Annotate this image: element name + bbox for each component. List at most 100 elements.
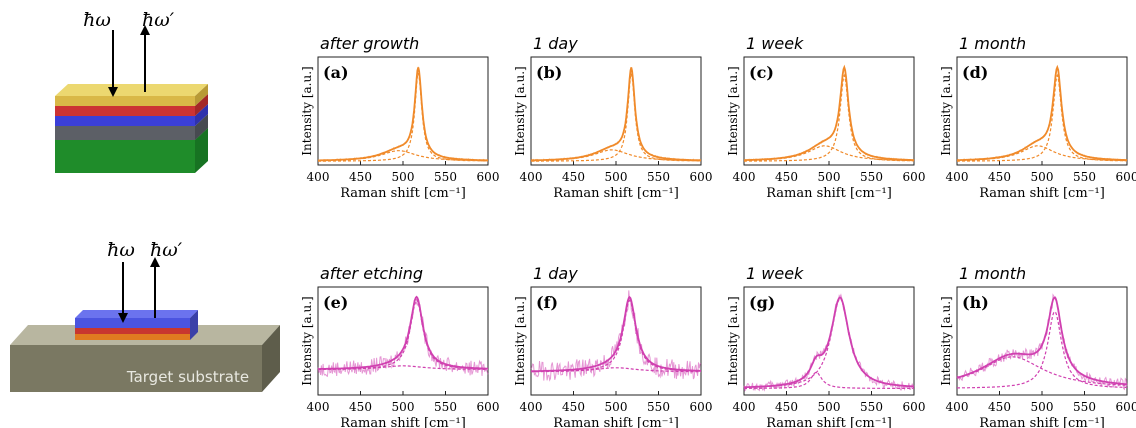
x-tick-label: 500 — [605, 400, 628, 414]
layer-gold-top — [55, 84, 208, 96]
total-fit-line — [531, 295, 701, 373]
panel-subtitle: 1 day — [533, 264, 578, 283]
y-axis-label: Intensity [a.u.] — [939, 66, 953, 155]
x-tick-label: 450 — [562, 170, 585, 184]
x-axis-label: Raman shift [cm⁻¹] — [766, 186, 892, 201]
x-tick-label: 500 — [818, 400, 841, 414]
x-tick-label: 400 — [307, 170, 330, 184]
photon-in-label: ħω — [83, 9, 111, 31]
x-axis-label: Raman shift [cm⁻¹] — [553, 416, 679, 428]
y-axis-label: Intensity [a.u.] — [513, 296, 527, 385]
substrate-side — [262, 325, 280, 392]
x-tick-label: 550 — [1073, 400, 1096, 414]
x-tick-label: 600 — [690, 400, 713, 414]
x-tick-label: 600 — [477, 400, 500, 414]
component-fit-line — [318, 72, 488, 162]
layer-bottom-front — [55, 140, 195, 173]
chart-panel: after growth (a) Intensity [a.u.] 400 450 500… — [300, 34, 499, 201]
x-tick-label: 500 — [392, 400, 415, 414]
x-tick-label: 400 — [733, 400, 756, 414]
panel-subtitle: 1 week — [746, 264, 804, 283]
x-tick-label: 400 — [733, 170, 756, 184]
component-fit-line — [744, 73, 914, 162]
x-tick-label: 550 — [647, 400, 670, 414]
x-tick-label: 550 — [1073, 170, 1096, 184]
chart-panel: 1 day (f) Intensity [a.u.] 400 450 500 550 600 R… — [513, 264, 712, 428]
chart-panel: 1 month (h) Intensity [a.u.] 400 450 500 550 60… — [939, 264, 1136, 428]
total-fit-line — [318, 295, 488, 370]
x-tick-label: 450 — [562, 400, 585, 414]
layer-orange-front — [75, 334, 190, 340]
total-fit-line — [318, 67, 488, 162]
raman-spectra-grid: after growth (a) Intensity [a.u.] 400 450 500… — [300, 34, 1136, 428]
panel-subtitle: 1 week — [746, 34, 804, 53]
panel-label: (h) — [962, 293, 989, 312]
total-fit-line — [956, 296, 1128, 386]
component-fit-line — [531, 73, 701, 162]
component-fit-line — [531, 149, 701, 162]
x-tick-label: 450 — [775, 400, 798, 414]
substrate-label: Target substrate — [126, 368, 249, 386]
layer-gray-front — [55, 126, 195, 140]
y-axis-label: Intensity [a.u.] — [513, 66, 527, 155]
x-tick-label: 500 — [1031, 170, 1054, 184]
y-axis-label: Intensity [a.u.] — [300, 66, 314, 155]
x-tick-label: 500 — [392, 170, 415, 184]
chart-panel: 1 week (g) Intensity [a.u.] 400 450 500 550 600… — [726, 264, 925, 428]
component-fit-line — [744, 371, 914, 389]
total-fit-line — [530, 67, 701, 162]
layer-blue-side — [195, 104, 208, 126]
layer-gold-side — [195, 84, 208, 106]
stack-layers — [55, 84, 208, 173]
layer-bottom-side — [195, 128, 208, 173]
x-tick-label: 550 — [434, 170, 457, 184]
panel-label: (d) — [962, 63, 988, 82]
component-fit-line — [956, 145, 1127, 162]
layer-gold-front — [55, 96, 195, 106]
panel-label: (a) — [323, 63, 349, 82]
raw-spectrum-line — [530, 290, 702, 382]
layer-red-front-t — [75, 328, 190, 334]
component-fit-line — [318, 365, 488, 370]
x-tick-label: 600 — [477, 170, 500, 184]
component-fit-line — [317, 150, 488, 162]
schematic-as-grown: ħω ħω′ — [55, 9, 208, 173]
x-tick-label: 450 — [349, 170, 372, 184]
y-axis-label: Intensity [a.u.] — [939, 296, 953, 385]
x-tick-label: 450 — [988, 170, 1011, 184]
panel-subtitle: after etching — [320, 264, 423, 283]
x-tick-label: 400 — [946, 400, 969, 414]
x-tick-label: 600 — [903, 170, 926, 184]
layer-gray-side — [195, 114, 208, 140]
x-tick-label: 600 — [1116, 400, 1136, 414]
x-tick-label: 550 — [860, 170, 883, 184]
photon-out-label: ħω′ — [142, 9, 175, 31]
component-fit-line — [743, 145, 914, 162]
transferred-stack — [75, 310, 198, 340]
component-fit-line — [957, 310, 1127, 389]
x-axis-label: Raman shift [cm⁻¹] — [766, 416, 892, 428]
panel-label: (f) — [536, 293, 558, 312]
chart-panel: 1 month (d) Intensity [a.u.] 400 450 500 550 60… — [939, 34, 1136, 201]
x-tick-label: 400 — [520, 400, 543, 414]
component-fit-line — [957, 73, 1127, 162]
panel-label: (e) — [323, 293, 348, 312]
x-tick-label: 550 — [434, 400, 457, 414]
x-axis-label: Raman shift [cm⁻¹] — [979, 186, 1105, 201]
x-tick-label: 550 — [647, 170, 670, 184]
x-tick-label: 400 — [946, 170, 969, 184]
x-tick-label: 400 — [307, 400, 330, 414]
x-axis-label: Raman shift [cm⁻¹] — [340, 186, 466, 201]
x-tick-label: 450 — [988, 400, 1011, 414]
chart-panel: 1 day (b) Intensity [a.u.] 400 450 500 550 600 R… — [513, 34, 712, 201]
substrate-front — [10, 345, 262, 392]
panel-label: (g) — [749, 293, 775, 312]
component-fit-line — [956, 356, 1127, 386]
total-fit-line — [957, 64, 1128, 161]
x-tick-label: 600 — [690, 170, 713, 184]
photon-in-label-2: ħω — [107, 239, 135, 261]
chart-panel: 1 week (c) Intensity [a.u.] 400 450 500 550 600… — [726, 34, 925, 201]
panel-subtitle: 1 month — [959, 34, 1026, 53]
photon-out-label-2: ħω′ — [150, 239, 183, 261]
layer-blue-front-t — [75, 318, 190, 328]
